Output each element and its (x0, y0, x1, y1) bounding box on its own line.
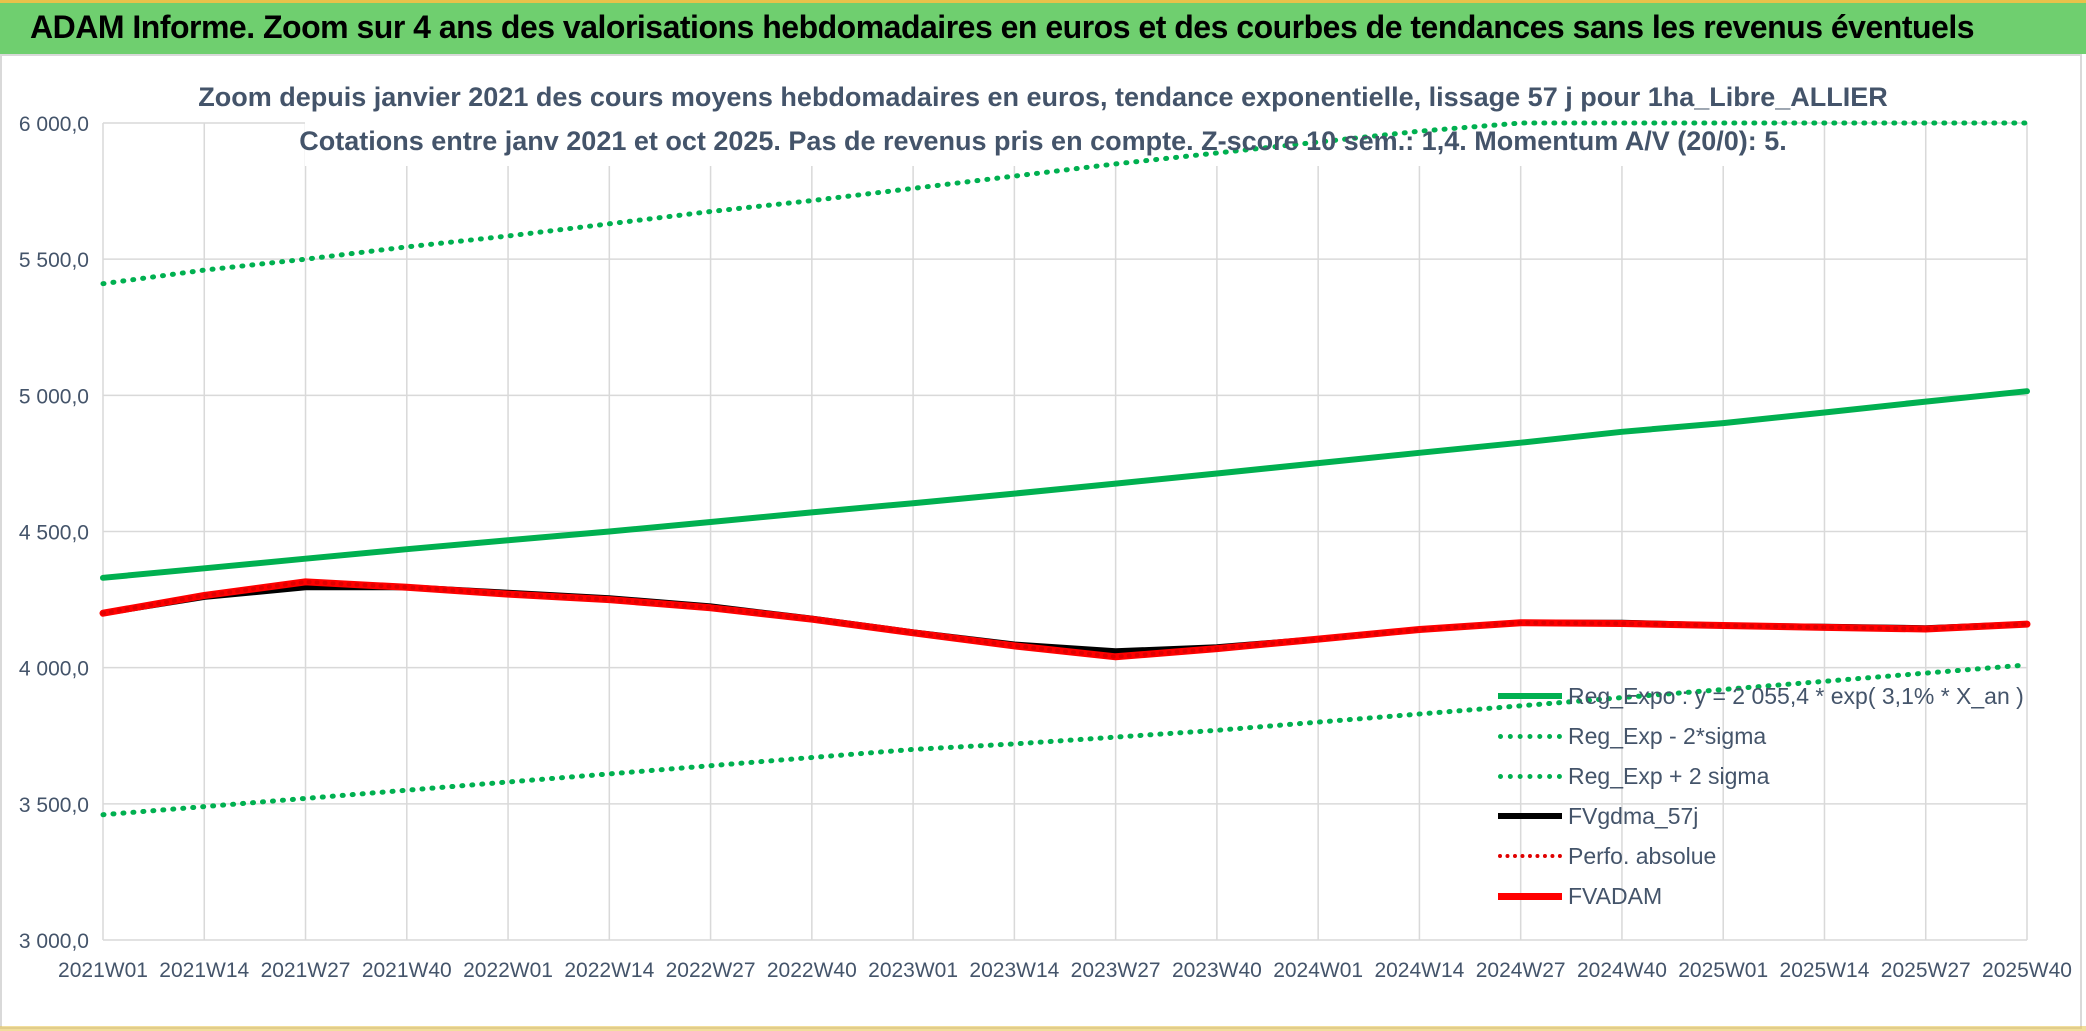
legend-swatch (1498, 773, 1562, 779)
report-title: ADAM Informe. Zoom sur 4 ans des valoris… (30, 9, 1975, 45)
legend-swatch (1498, 892, 1562, 900)
legend-item: FVADAM (1494, 876, 2054, 916)
series-line-reg-exp (100, 120, 2030, 287)
chart-title: Zoom depuis janvier 2021 des cours moyen… (198, 82, 1888, 112)
legend-label: Reg_Exp + 2 sigma (1568, 762, 1770, 789)
x-tick-label: 2025W40 (1982, 959, 2072, 982)
legend-label: FVgdma_57j (1568, 802, 1699, 829)
bottom-accent-bar (0, 1026, 2086, 1031)
chart-subtitle: Cotations entre janv 2021 et oct 2025. P… (299, 126, 1787, 156)
title-background (305, 76, 1775, 166)
y-tick-label: 4 000,0 (19, 658, 89, 681)
legend-swatch (1498, 693, 1562, 699)
y-tick-label: 6 000,0 (19, 113, 89, 136)
legend-item: Reg_Exp + 2 sigma (1494, 756, 2054, 796)
y-tick-label: 4 500,0 (19, 522, 89, 545)
x-tick-label: 2023W01 (868, 959, 958, 982)
x-tick-label: 2023W14 (969, 959, 1059, 982)
x-tick-label: 2025W01 (1678, 959, 1768, 982)
legend-item: Reg_Expo : y = 2 055,4 * exp( 3,1% * X_a… (1494, 676, 2054, 716)
legend-swatch (1498, 813, 1562, 819)
legend-item: Reg_Exp - 2*sigma (1494, 716, 2054, 756)
x-tick-label: 2023W40 (1172, 959, 1262, 982)
legend-item: Perfo. absolue (1494, 836, 2054, 876)
header-banner: ADAM Informe. Zoom sur 4 ans des valoris… (0, 0, 2086, 54)
y-tick-label: 3 000,0 (19, 930, 89, 953)
x-tick-label: 2025W14 (1780, 959, 1870, 982)
series-line-reg-expo (100, 388, 2030, 581)
legend-swatch (1498, 733, 1562, 739)
x-tick-label: 2024W27 (1476, 959, 1566, 982)
x-tick-label: 2024W01 (1273, 959, 1363, 982)
series-line-reg-exp (100, 662, 2030, 818)
x-tick-label: 2024W14 (1374, 959, 1464, 982)
x-tick-label: 2022W27 (666, 959, 756, 982)
chart-legend: Reg_Expo : y = 2 055,4 * exp( 3,1% * X_a… (1494, 676, 2054, 916)
legend-label: FVADAM (1568, 882, 1663, 909)
x-tick-label: 2021W40 (362, 959, 452, 982)
x-tick-label: 2025W27 (1881, 959, 1971, 982)
x-tick-label: 2021W14 (159, 959, 249, 982)
x-tick-label: 2021W27 (261, 959, 351, 982)
legend-swatch (1498, 854, 1562, 858)
y-tick-label: 5 500,0 (19, 249, 89, 272)
x-tick-label: 2023W27 (1071, 959, 1161, 982)
series-line-fvgdma-57j (100, 584, 2030, 655)
legend-label: Reg_Expo : y = 2 055,4 * exp( 3,1% * X_a… (1568, 682, 2024, 709)
y-tick-label: 3 500,0 (19, 794, 89, 817)
legend-label: Perfo. absolue (1568, 842, 1717, 869)
x-tick-label: 2022W40 (767, 959, 857, 982)
x-tick-label: 2021W01 (58, 959, 148, 982)
legend-label: Reg_Exp - 2*sigma (1568, 722, 1767, 749)
x-tick-label: 2022W14 (564, 959, 654, 982)
x-tick-label: 2024W40 (1577, 959, 1667, 982)
legend-item: FVgdma_57j (1494, 796, 2054, 836)
y-tick-label: 5 000,0 (19, 385, 89, 408)
x-tick-label: 2022W01 (463, 959, 553, 982)
series-line-perfo- (101, 579, 2029, 659)
